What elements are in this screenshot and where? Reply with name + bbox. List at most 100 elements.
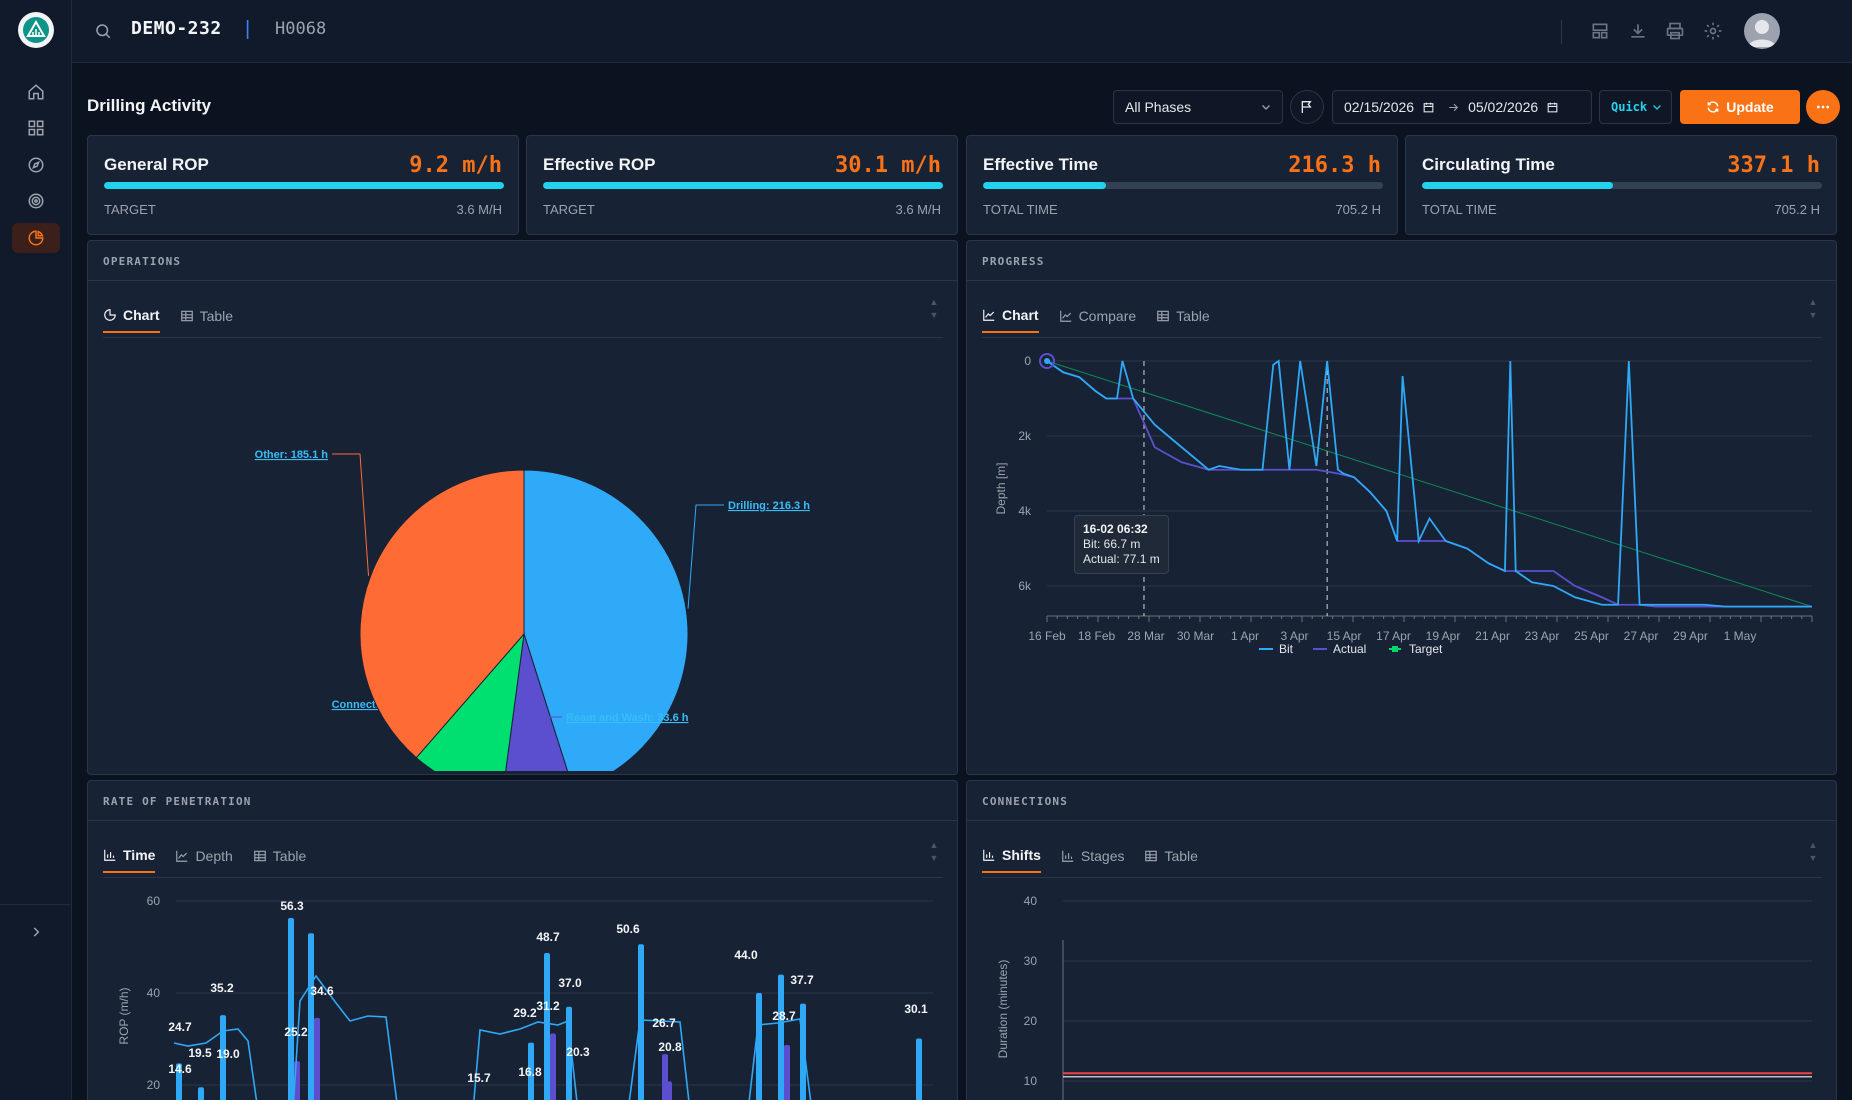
refresh-icon [1707,101,1719,113]
x-tick-label: 1 May [1724,629,1757,643]
nav-targets[interactable] [12,186,60,216]
tab-label: Stages [1080,848,1125,864]
panel-header: OPERATIONS [88,241,957,281]
y-tick-label: 60 [147,894,161,908]
panel-title: OPERATIONS [103,255,182,268]
y-axis-label: ROP (m/h) [117,987,131,1044]
layout-button[interactable] [1590,21,1610,41]
calendar-icon [1547,102,1558,112]
settings-button[interactable] [1703,21,1723,41]
table-icon [1145,850,1158,862]
rop-data-label: 19.0 [216,1047,240,1061]
user-avatar[interactable] [1744,13,1780,49]
connections-tabs: Shifts Stages Table [982,841,1198,879]
well-name[interactable]: DEMO-232 [131,18,222,39]
kpi-progress-fill [543,182,943,189]
x-tick-label: 25 Apr [1574,629,1609,643]
date-to[interactable]: 05/02/2026 [1468,99,1539,115]
rop-data-label: 25.2 [284,1025,308,1039]
hover-point-center [1044,358,1050,364]
kpi-sub-label: TOTAL TIME [983,202,1058,217]
nav-explore[interactable] [12,150,60,180]
tab-table[interactable]: Table [1144,841,1198,873]
kpi-sub-label: TARGET [104,202,156,217]
calendar-icon [1423,102,1434,112]
panel-sort-arrows[interactable]: ▲ ▼ [929,297,939,320]
layout-icon [1592,23,1608,39]
download-button[interactable] [1628,21,1648,41]
rop-data-label: 48.7 [536,930,560,944]
app-logo[interactable] [18,12,54,48]
pie-label: Other: 185.1 h [255,449,329,461]
panel-sort-arrows[interactable]: ▲ ▼ [1808,840,1818,863]
kpi-value: 216.3 h [1288,153,1381,178]
nav-home[interactable] [12,77,60,107]
tab-chart[interactable]: Chart [982,301,1039,333]
tab-label: Table [1176,308,1210,324]
y-tick-label: 40 [147,986,161,1000]
sidebar-expand-button[interactable] [24,920,48,944]
tab-compare[interactable]: Compare [1059,301,1136,333]
x-tick-label: 23 Apr [1525,629,1560,643]
tab-table[interactable]: Table [1156,301,1210,333]
tab-table[interactable]: Table [180,301,233,333]
y-tick-label: 10 [1024,1074,1038,1088]
rop-bar [220,1015,226,1100]
kpi-value: 9.2 m/h [409,153,502,178]
kpi-progress-track [104,182,504,189]
phase-select[interactable]: All Phases [1113,90,1283,124]
search-button[interactable] [94,22,112,40]
avatar-icon [1748,20,1776,47]
date-range-picker[interactable]: 02/15/2026 05/02/2026 [1332,90,1592,124]
page-title: Drilling Activity [87,96,212,115]
pie-label-line [533,716,562,771]
date-from[interactable]: 02/15/2026 [1344,99,1415,115]
more-options-button[interactable] [1806,90,1840,124]
rig-name[interactable]: H0068 [275,19,327,39]
flag-button[interactable] [1290,90,1324,124]
update-button[interactable]: Update [1680,90,1800,124]
tab-chart[interactable]: Chart [103,301,160,333]
x-tick-label: 18 Feb [1078,629,1116,643]
panel-sort-arrows[interactable]: ▲ ▼ [929,840,939,863]
rop-data-label: 29.2 [513,1006,537,1020]
rop-panel: RATE OF PENETRATION Time Depth Table ▲ ▼ … [87,780,958,1100]
tab-label: Table [272,848,307,864]
tab-time[interactable]: Time [103,841,156,873]
quick-range-select[interactable]: Quick [1599,90,1672,124]
tab-stages[interactable]: Stages [1061,841,1125,873]
tab-divider [103,337,943,338]
table-icon [1157,310,1169,322]
rop-bar [916,1038,922,1100]
progress-tabs: Chart Compare Table [982,301,1210,339]
x-tick-label: 27 Apr [1624,629,1659,643]
kpi-progress-track [1422,182,1822,189]
more-horizontal-icon [1817,105,1829,109]
y-tick-label: 30 [1024,954,1038,968]
nav-dashboard[interactable] [12,113,60,143]
rop-data-label: 31.2 [536,999,560,1013]
nav-activity[interactable] [12,223,60,253]
flag-icon [1301,101,1312,113]
print-button[interactable] [1665,21,1685,41]
kpi-progress-fill [1422,182,1614,189]
home-icon [28,84,44,100]
kpi-sub-label: TARGET [543,202,595,217]
x-tick-label: 16 Feb [1028,629,1066,643]
arrow-right-icon [1449,103,1459,111]
rop-line [292,974,398,1100]
tab-table[interactable]: Table [253,841,306,873]
tab-label: Table [199,308,234,324]
connections-panel: CONNECTIONS Shifts Stages Table ▲ ▼ 40 30 2… [966,780,1837,1100]
panel-title: PROGRESS [982,255,1045,268]
rop-bar [550,1033,556,1100]
pie-label: Ream and Wash: 33.6 h [566,712,689,724]
kpi-effective-time: Effective Time 216.3 h TOTAL TIME 705.2 … [966,135,1398,235]
rop-data-label: 56.3 [280,899,304,913]
panel-sort-arrows[interactable]: ▲ ▼ [1808,297,1818,320]
pie-slice [523,469,689,771]
tab-depth[interactable]: Depth [175,841,233,873]
rop-data-label: 28.7 [772,1009,796,1023]
tab-shifts[interactable]: Shifts [982,841,1041,873]
